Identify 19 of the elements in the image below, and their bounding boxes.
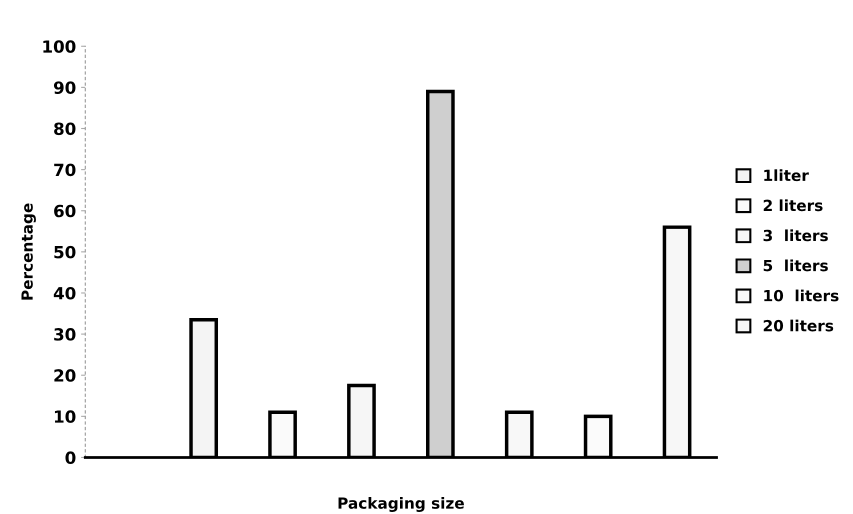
y-axis-title: Percentage (21, 203, 36, 300)
legend-label: 2 liters (764, 199, 823, 212)
y-tick-label: 80 (54, 122, 76, 136)
y-tick-label: 70 (54, 164, 76, 176)
x-axis-title: Packaging size (338, 497, 464, 512)
legend-label: 5 liters (764, 260, 828, 272)
y-tick-label: 60 (54, 204, 76, 218)
y-tick-label: 10 (54, 410, 76, 423)
legend-label: 3 liters (764, 229, 828, 242)
legend-label: 1liter (764, 169, 809, 182)
y-tick-label: 20 (54, 369, 76, 382)
legend-label: 20 liters (764, 320, 834, 332)
y-tick-label: 30 (54, 328, 76, 341)
legend-label: 10 liters (764, 290, 838, 302)
y-tick-label: 90 (54, 81, 76, 94)
y-tick-label: 0 (65, 451, 76, 464)
y-tick-label: 40 (54, 286, 76, 300)
y-tick-label: 50 (54, 246, 76, 258)
y-tick-label: 100 (43, 40, 76, 53)
